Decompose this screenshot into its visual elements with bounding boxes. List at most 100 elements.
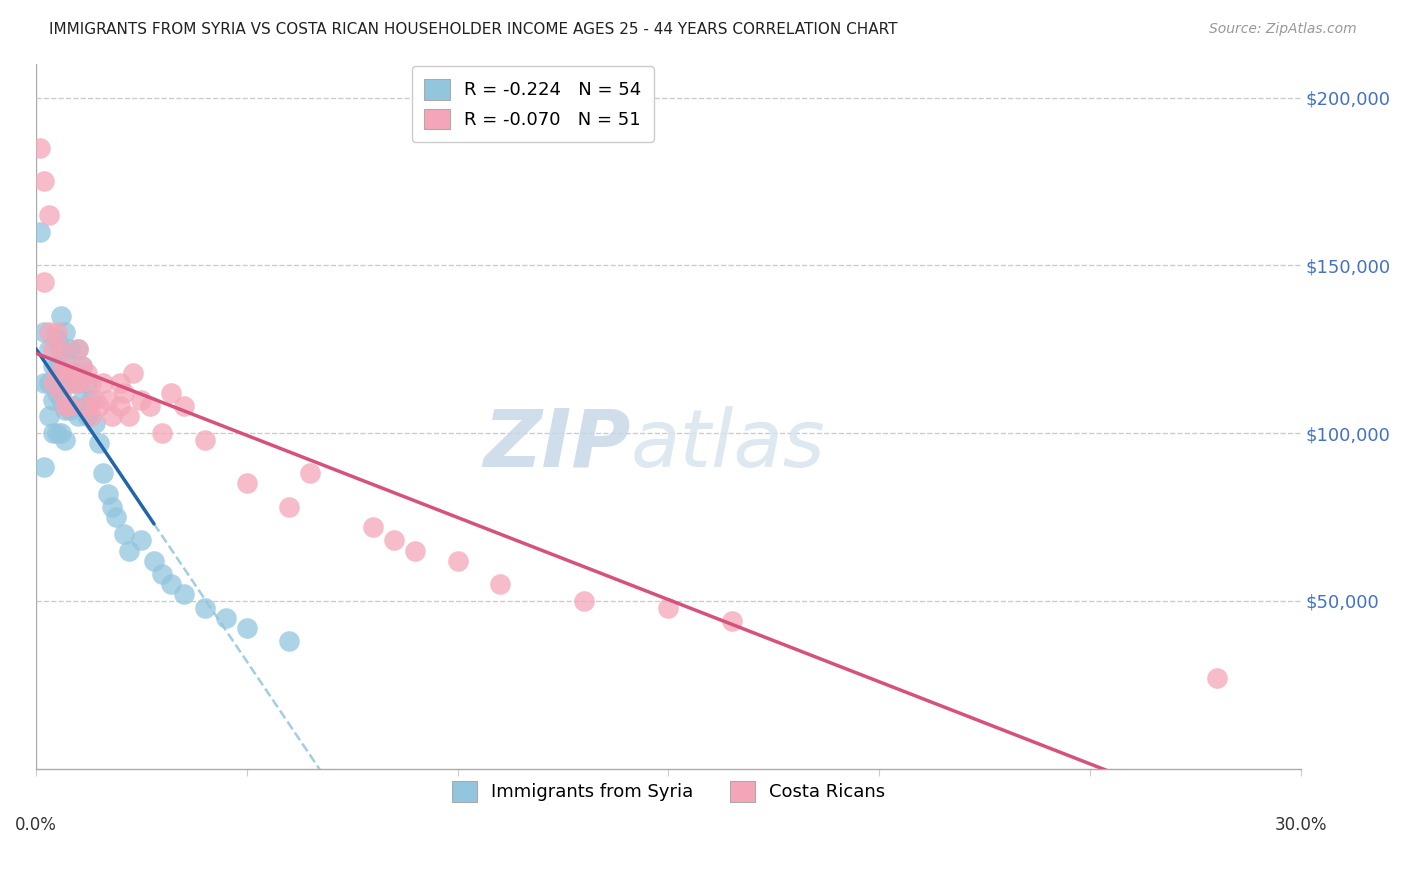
Point [76, 366, 98, 380]
Point [118, 543, 141, 558]
Point [46, 326, 69, 340]
Point [76, 376, 98, 390]
Point [51, 385, 73, 400]
Point [173, 587, 195, 601]
Point [80, 376, 103, 390]
Point [236, 476, 259, 491]
Point [67, 376, 90, 390]
Point [46, 385, 69, 400]
Point [67, 376, 90, 390]
Point [143, 553, 166, 567]
Point [46, 426, 69, 441]
Text: ZIP: ZIP [484, 406, 630, 483]
Point [38, 376, 60, 390]
Point [55, 376, 77, 390]
Point [278, 634, 301, 648]
Point [131, 533, 153, 548]
Point [131, 392, 153, 407]
Point [55, 402, 77, 417]
Point [55, 433, 77, 447]
Point [51, 343, 73, 357]
Point [46, 366, 69, 380]
Point [76, 409, 98, 424]
Point [105, 510, 128, 524]
Point [720, 614, 742, 628]
Point [63, 376, 86, 390]
Point [80, 392, 103, 407]
Point [59, 343, 82, 357]
Point [55, 399, 77, 413]
Point [84, 416, 107, 430]
Point [30, 141, 52, 155]
Text: Source: ZipAtlas.com: Source: ZipAtlas.com [1209, 22, 1357, 37]
Point [72, 392, 94, 407]
Point [299, 467, 322, 481]
Point [122, 366, 145, 380]
Point [152, 567, 174, 582]
Point [118, 409, 141, 424]
Point [51, 392, 73, 407]
Point [34, 459, 56, 474]
Legend: Immigrants from Syria, Costa Ricans: Immigrants from Syria, Costa Ricans [444, 773, 893, 809]
Point [63, 399, 86, 413]
Point [34, 275, 56, 289]
Point [59, 402, 82, 417]
Point [173, 399, 195, 413]
Point [34, 326, 56, 340]
Point [84, 392, 107, 407]
Point [361, 520, 384, 534]
Point [67, 409, 90, 424]
Point [34, 174, 56, 188]
Point [446, 553, 468, 567]
Point [55, 352, 77, 367]
Point [59, 376, 82, 390]
Point [42, 426, 65, 441]
Point [55, 326, 77, 340]
Point [55, 359, 77, 373]
Point [101, 409, 124, 424]
Point [89, 399, 111, 413]
Point [42, 343, 65, 357]
Point [72, 359, 94, 373]
Point [76, 399, 98, 413]
Point [51, 309, 73, 323]
Point [38, 208, 60, 222]
Point [42, 392, 65, 407]
Point [42, 359, 65, 373]
Point [110, 399, 132, 413]
Point [1205, 671, 1227, 685]
Point [101, 500, 124, 514]
Point [97, 392, 120, 407]
Point [488, 577, 510, 591]
Point [93, 467, 115, 481]
Point [63, 366, 86, 380]
Point [67, 343, 90, 357]
Point [89, 436, 111, 450]
Point [93, 376, 115, 390]
Point [215, 610, 238, 624]
Point [51, 426, 73, 441]
Point [114, 526, 136, 541]
Point [114, 385, 136, 400]
Point [34, 376, 56, 390]
Point [51, 366, 73, 380]
Point [160, 385, 183, 400]
Point [59, 399, 82, 413]
Point [97, 486, 120, 500]
Point [38, 326, 60, 340]
Point [67, 343, 90, 357]
Text: atlas: atlas [630, 406, 825, 483]
Point [46, 332, 69, 346]
Point [42, 376, 65, 390]
Point [46, 359, 69, 373]
Point [278, 500, 301, 514]
Point [38, 409, 60, 424]
Point [657, 600, 679, 615]
Point [194, 600, 217, 615]
Point [382, 533, 405, 548]
Point [30, 225, 52, 239]
Point [72, 359, 94, 373]
Point [80, 409, 103, 424]
Text: 30.0%: 30.0% [1275, 815, 1327, 834]
Point [139, 399, 162, 413]
